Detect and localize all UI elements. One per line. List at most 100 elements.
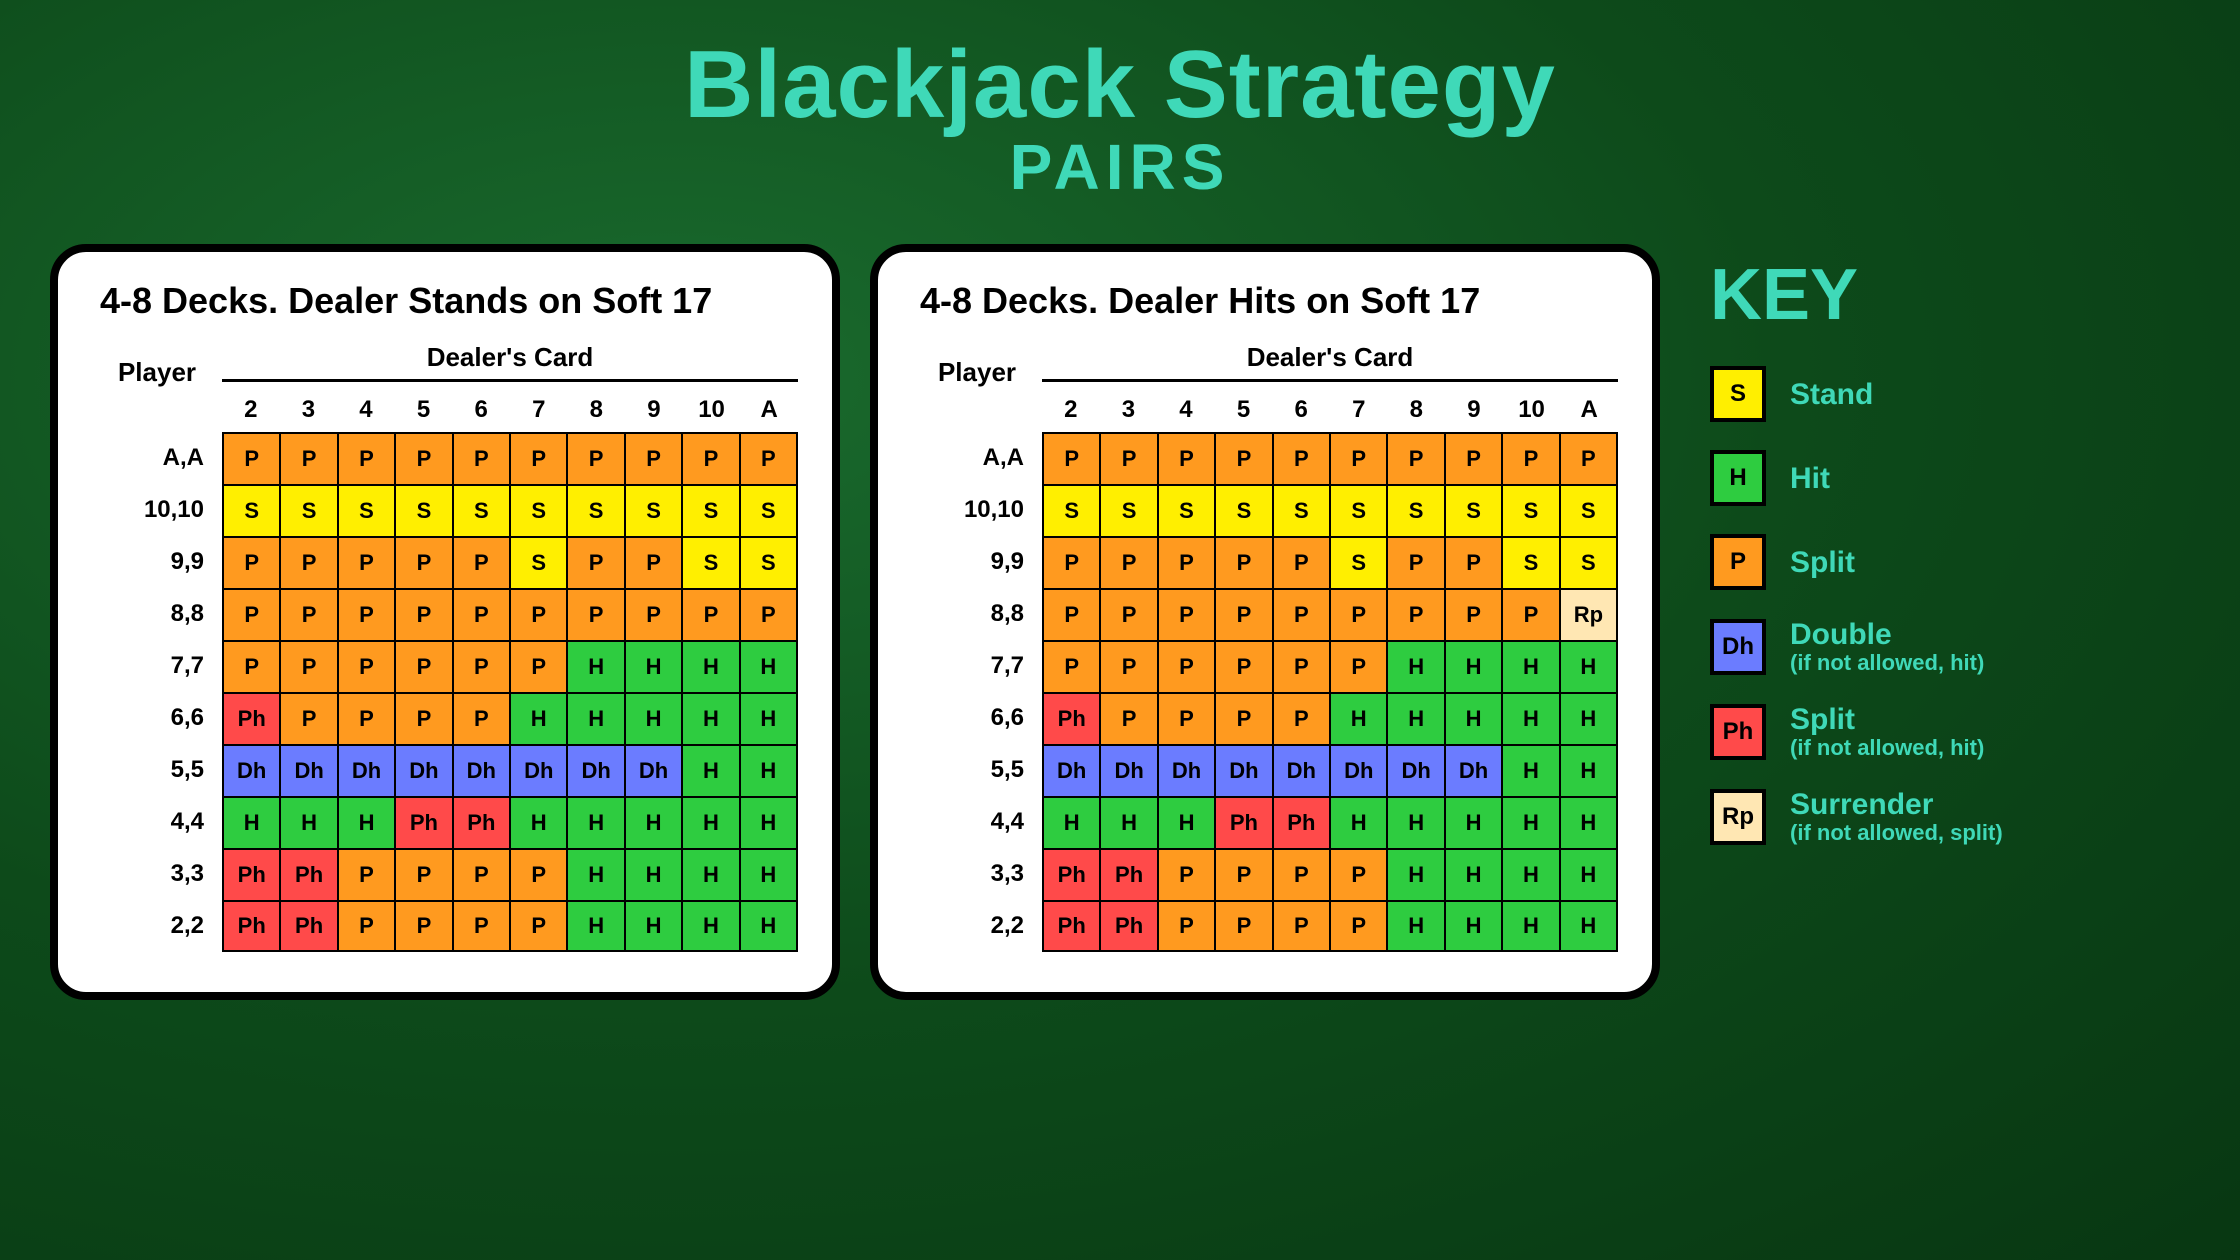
strategy-cell: H <box>626 694 683 744</box>
col-header: 8 <box>1388 388 1446 432</box>
col-header: 10 <box>683 388 741 432</box>
strategy-cell: P <box>511 434 568 484</box>
strategy-cell: H <box>511 798 568 848</box>
strategy-cell: S <box>396 486 453 536</box>
strategy-cell: Dh <box>1159 746 1216 796</box>
strategy-cell: H <box>626 642 683 692</box>
key-swatch: H <box>1710 450 1766 506</box>
key-item: RpSurrender(if not allowed, split) <box>1710 788 2003 845</box>
col-header: 2 <box>1042 388 1100 432</box>
strategy-cell: P <box>1101 694 1158 744</box>
strategy-cell: P <box>339 694 396 744</box>
col-header: 2 <box>222 388 280 432</box>
strategy-cell: P <box>1044 538 1101 588</box>
strategy-cell: S <box>741 538 798 588</box>
strategy-cell: P <box>568 434 625 484</box>
player-label: Player <box>912 357 1042 432</box>
strategy-cell: P <box>224 538 281 588</box>
strategy-cell: P <box>568 590 625 640</box>
strategy-cell: P <box>224 434 281 484</box>
strategy-cell: P <box>1331 642 1388 692</box>
strategy-cell: P <box>454 434 511 484</box>
strategy-cell: S <box>741 486 798 536</box>
strategy-cell: S <box>1044 486 1101 536</box>
strategy-cell: P <box>454 538 511 588</box>
key-item: PSplit <box>1710 534 2003 590</box>
table-row: 2,2PhPhPPPPHHHH <box>92 900 798 952</box>
strategy-cell: P <box>626 538 683 588</box>
strategy-cell: H <box>683 902 740 950</box>
table-row: 5,5DhDhDhDhDhDhDhDhHH <box>912 744 1618 796</box>
strategy-cell: S <box>511 538 568 588</box>
col-header: 10 <box>1503 388 1561 432</box>
table-row: 3,3PhPhPPPPHHHH <box>912 848 1618 900</box>
row-label: 3,3 <box>92 848 222 900</box>
strategy-cell: S <box>1503 486 1560 536</box>
strategy-cell: H <box>741 850 798 900</box>
strategy-cell: P <box>224 590 281 640</box>
strategy-cell: H <box>683 694 740 744</box>
strategy-cell: H <box>1561 746 1618 796</box>
strategy-cell: H <box>1159 798 1216 848</box>
strategy-cell: H <box>1446 642 1503 692</box>
strategy-cell: P <box>1159 850 1216 900</box>
strategy-cell: Ph <box>224 694 281 744</box>
col-header: 6 <box>452 388 510 432</box>
strategy-cell: P <box>396 850 453 900</box>
strategy-cell: S <box>281 486 338 536</box>
strategy-cell: P <box>511 850 568 900</box>
strategy-cell: P <box>396 538 453 588</box>
strategy-cell: S <box>511 486 568 536</box>
row-label: 6,6 <box>92 692 222 744</box>
strategy-cell: Dh <box>224 746 281 796</box>
col-header: 3 <box>280 388 338 432</box>
strategy-cell: P <box>511 590 568 640</box>
strategy-cell: S <box>1331 538 1388 588</box>
col-header: 3 <box>1100 388 1158 432</box>
strategy-cell: Ph <box>281 902 338 950</box>
strategy-cell: P <box>1388 538 1445 588</box>
strategy-cell: P <box>1216 538 1273 588</box>
strategy-cell: Dh <box>568 746 625 796</box>
table-row: 8,8PPPPPPPPPP <box>92 588 798 640</box>
strategy-cell: H <box>339 798 396 848</box>
table-row: 8,8PPPPPPPPPRp <box>912 588 1618 640</box>
strategy-cell: Dh <box>1388 746 1445 796</box>
strategy-cell: P <box>1159 434 1216 484</box>
strategy-cell: P <box>1503 590 1560 640</box>
strategy-cell: P <box>1388 434 1445 484</box>
strategy-cell: P <box>1274 642 1331 692</box>
strategy-cell: P <box>683 590 740 640</box>
tables-container: 4-8 Decks. Dealer Stands on Soft 17Playe… <box>50 244 1660 1000</box>
strategy-cell: H <box>1388 642 1445 692</box>
col-header: 7 <box>510 388 568 432</box>
strategy-cell: H <box>1388 694 1445 744</box>
strategy-cell: Ph <box>1101 850 1158 900</box>
strategy-cell: Ph <box>1274 798 1331 848</box>
col-header: A <box>740 388 798 432</box>
strategy-cell: P <box>339 902 396 950</box>
strategy-cell: P <box>339 434 396 484</box>
strategy-cell: Dh <box>1331 746 1388 796</box>
row-label: 4,4 <box>92 796 222 848</box>
row-label: 10,10 <box>912 484 1042 536</box>
strategy-cell: P <box>1331 902 1388 950</box>
title-block: Blackjack Strategy PAIRS <box>0 0 2240 204</box>
strategy-cell: P <box>281 642 338 692</box>
strategy-cell: S <box>1561 486 1618 536</box>
strategy-cell: H <box>741 902 798 950</box>
strategy-cell: P <box>1216 434 1273 484</box>
row-label: 9,9 <box>92 536 222 588</box>
key-item: DhDouble(if not allowed, hit) <box>1710 618 2003 675</box>
table-row: 7,7PPPPPPHHHH <box>92 640 798 692</box>
strategy-cell: P <box>1274 850 1331 900</box>
strategy-cell: H <box>741 746 798 796</box>
strategy-cell: Ph <box>454 798 511 848</box>
key-item: PhSplit(if not allowed, hit) <box>1710 703 2003 760</box>
strategy-cell: H <box>224 798 281 848</box>
strategy-cell: P <box>683 434 740 484</box>
strategy-cell: H <box>1101 798 1158 848</box>
strategy-cell: Dh <box>1216 746 1273 796</box>
strategy-cell: H <box>683 642 740 692</box>
key-swatch: P <box>1710 534 1766 590</box>
